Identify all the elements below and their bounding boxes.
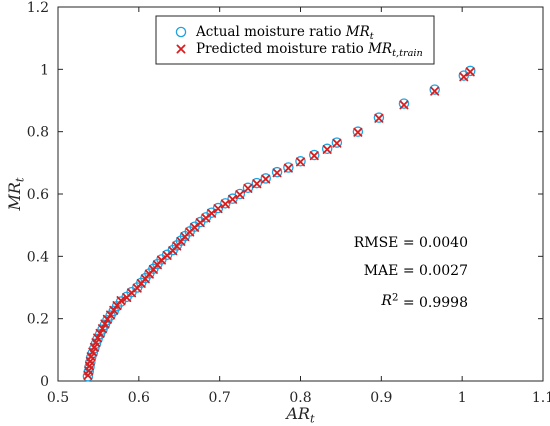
y-tick-label: 0 <box>40 374 49 390</box>
predicted-point <box>243 183 253 193</box>
legend-box <box>155 15 435 65</box>
predicted-point <box>252 179 262 189</box>
legend-entry-actual: Actual moisture ratio MRt <box>195 24 374 42</box>
actual-point <box>234 188 246 200</box>
predicted-point <box>465 67 475 77</box>
predicted-point <box>332 138 342 148</box>
y-tick-label: 0.2 <box>27 312 49 328</box>
x-tick-label: 0.6 <box>128 390 150 406</box>
predicted-point <box>213 204 223 214</box>
mae-annotation: MAE = 0.0027 <box>364 263 468 279</box>
predicted-point <box>91 338 101 348</box>
x-tick-label: 0.7 <box>209 390 231 406</box>
actual-point <box>295 156 306 167</box>
predicted-point <box>109 305 119 315</box>
r2-annotation: R2 = 0.9998 <box>380 292 468 310</box>
predicted-point <box>228 194 238 204</box>
predicted-point <box>261 174 271 184</box>
x-axis-label: ARt <box>284 404 315 425</box>
y-axis: 0 0.2 0.4 0.6 0.8 1 1.2 <box>27 0 543 390</box>
predicted-point <box>272 168 282 178</box>
x-tick-label: 0.5 <box>47 390 69 406</box>
predicted-point <box>95 328 105 338</box>
y-tick-label: 1 <box>40 62 49 78</box>
legend: Actual moisture ratio MRt Predicted mois… <box>155 15 435 65</box>
rmse-annotation: RMSE = 0.0040 <box>354 235 468 251</box>
predicted-point <box>93 333 103 343</box>
actual-point <box>352 126 364 137</box>
predicted-point <box>399 100 409 110</box>
predicted-point <box>207 208 217 218</box>
x-axis: 0.5 0.6 0.7 0.8 0.9 1 1.1 <box>47 7 550 406</box>
predicted-series <box>83 67 475 380</box>
y-axis-label: MRt <box>5 177 26 211</box>
actual-point <box>283 162 294 173</box>
actual-point <box>464 65 476 77</box>
x-tick-label: 1 <box>458 390 467 406</box>
predicted-point <box>235 190 245 200</box>
predicted-point <box>296 157 305 167</box>
actual-point <box>227 193 238 204</box>
actual-point <box>308 149 320 161</box>
predicted-point <box>283 163 293 173</box>
predicted-point <box>88 347 98 357</box>
predicted-point <box>116 296 126 306</box>
actual-point <box>260 173 271 184</box>
predicted-point <box>97 324 107 334</box>
actual-point <box>373 112 385 123</box>
predicted-point <box>459 72 469 82</box>
x-tick-label: 0.9 <box>370 390 392 406</box>
y-tick-label: 0.4 <box>27 249 49 265</box>
y-tick-label: 1.2 <box>27 0 49 16</box>
predicted-point <box>353 127 363 137</box>
legend-marker-x <box>176 44 186 54</box>
actual-point <box>429 84 440 95</box>
predicted-point <box>100 319 110 329</box>
actual-point <box>271 166 283 178</box>
predicted-point <box>309 151 319 161</box>
predicted-point <box>89 342 99 352</box>
legend-marker-circle <box>175 26 187 38</box>
actual-series <box>82 65 476 382</box>
predicted-point <box>322 144 332 154</box>
y-tick-label: 0.8 <box>27 125 49 141</box>
y-tick-label: 0.6 <box>27 187 49 203</box>
actual-point <box>331 137 343 148</box>
predicted-point <box>430 86 440 96</box>
legend-x-icon <box>176 44 186 54</box>
actual-point <box>212 202 224 214</box>
predicted-point <box>374 113 384 123</box>
actual-point <box>398 98 410 109</box>
predicted-point <box>86 352 96 362</box>
legend-entry-predicted: Predicted moisture ratio MRt,train <box>196 41 423 59</box>
predicted-point <box>106 310 116 320</box>
legend-circle-icon <box>175 26 187 38</box>
x-tick-label: 0.8 <box>289 390 311 406</box>
actual-point <box>220 198 231 209</box>
predicted-point <box>220 199 230 209</box>
actual-point <box>321 143 333 155</box>
x-tick-label: 1.1 <box>532 390 550 406</box>
